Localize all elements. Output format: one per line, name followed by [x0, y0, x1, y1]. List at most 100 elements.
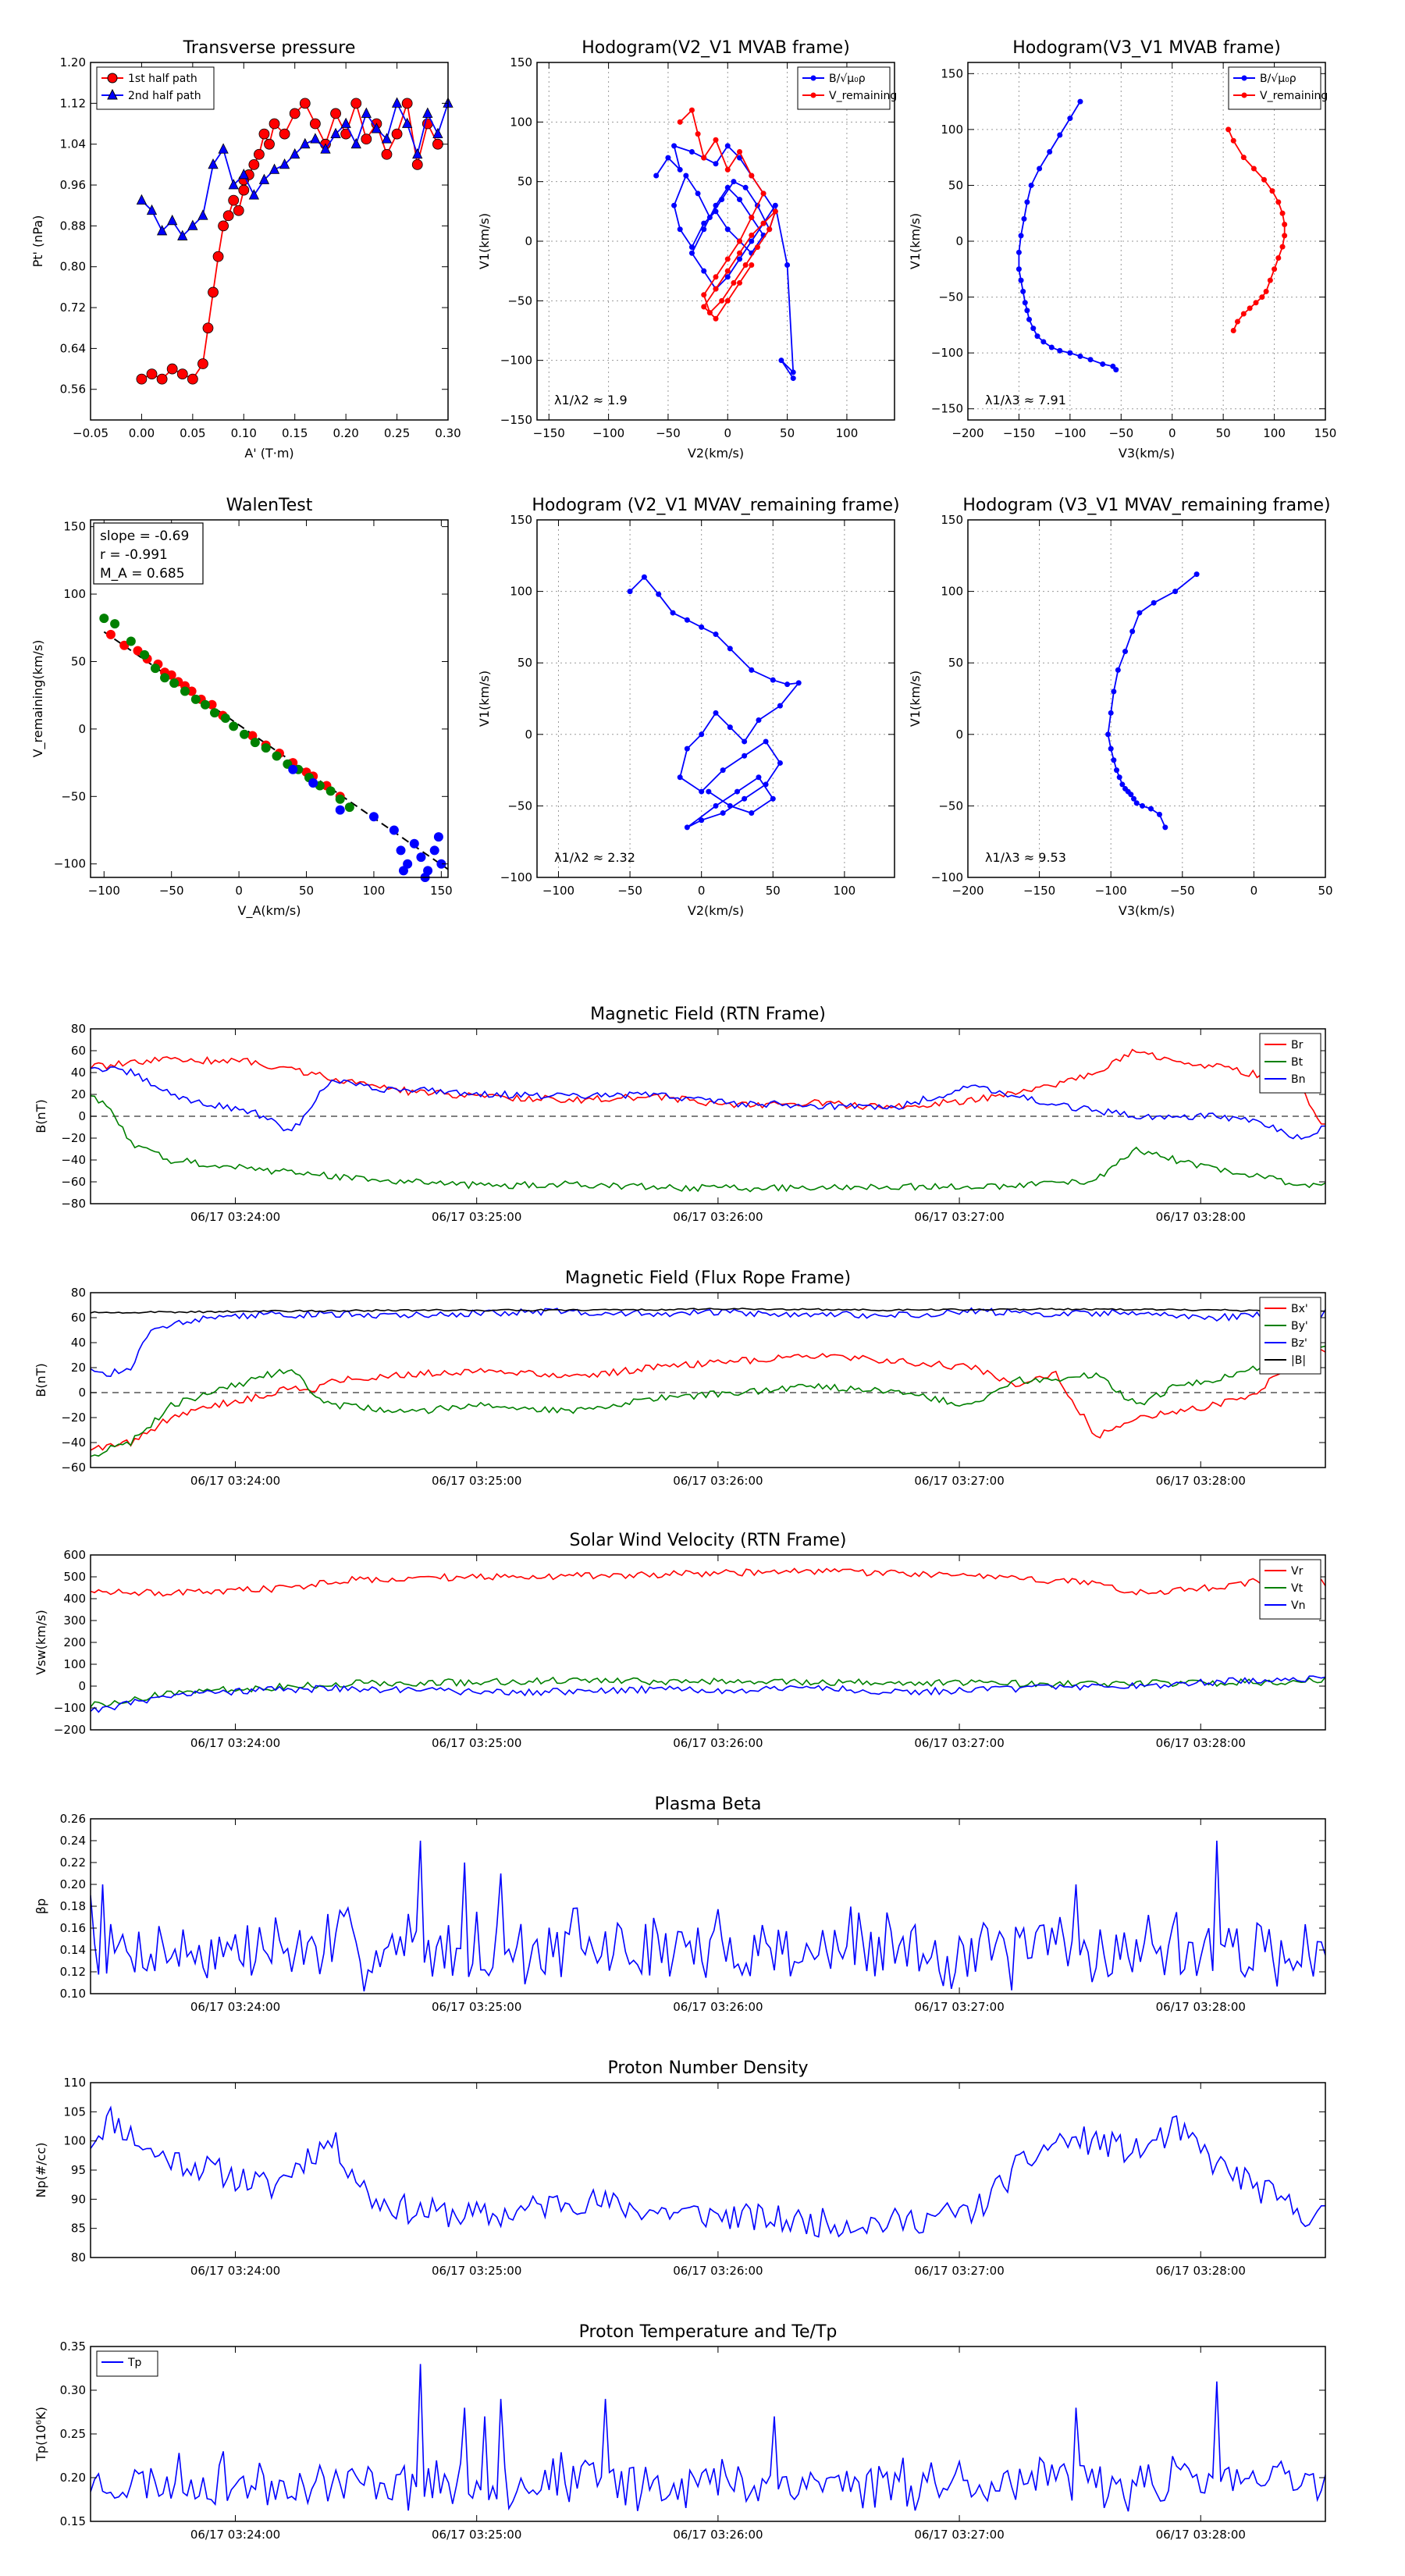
data-point [727, 646, 733, 652]
y-tick-label: 100 [63, 1657, 86, 1671]
data-point [1156, 811, 1162, 817]
data-point [677, 226, 683, 233]
data-point [208, 158, 219, 169]
data-point [713, 710, 719, 716]
y-tick-label: −50 [938, 290, 963, 304]
data-point [777, 703, 783, 709]
x-tick-label: 0.25 [384, 426, 410, 440]
series-line-by [91, 1345, 1325, 1457]
x-tick-label: 0.20 [333, 426, 358, 440]
data-point [330, 108, 341, 119]
legend-label: 2nd half path [128, 90, 201, 102]
data-point [136, 373, 148, 385]
y-tick-label: 0.25 [60, 2427, 86, 2441]
y-tick-label: −100 [500, 354, 532, 368]
legend-label: Bn [1291, 1073, 1305, 1086]
y-tick-label: 0 [78, 1679, 86, 1693]
data-point [187, 686, 197, 696]
data-point [1037, 165, 1043, 172]
y-tick-label: 0.15 [60, 2514, 86, 2528]
data-point [335, 805, 345, 815]
data-point [756, 774, 762, 781]
x-tick-label: 06/17 03:25:00 [432, 1736, 521, 1750]
chart-title: Hodogram (V2_V1 MVAV_remaining frame) [532, 496, 899, 515]
series-line-bx [91, 1349, 1325, 1451]
data-point [1279, 244, 1286, 250]
x-tick-label: −100 [1095, 884, 1127, 898]
legend-box [1259, 1297, 1321, 1375]
x-tick-label: 0 [235, 884, 243, 898]
x-axis-label: V2(km/s) [688, 446, 744, 461]
series-line-bz [91, 1307, 1325, 1378]
data-point [1172, 589, 1179, 595]
y-tick-label: 0.26 [60, 1812, 86, 1826]
chart-title: Transverse pressure [183, 38, 356, 58]
legend-label: V_remaining [829, 90, 897, 102]
panel-magnetic-field-rtn: 06/17 03:24:00 06/17 03:25:00 06/17 03:26:… [34, 1005, 1326, 1224]
x-tick-label: −50 [617, 884, 642, 898]
x-tick-label: 06/17 03:25:00 [432, 2000, 521, 2014]
data-point [720, 810, 726, 817]
x-tick-label: 0.30 [435, 426, 461, 440]
data-point [1108, 745, 1114, 752]
y-tick-label: 200 [63, 1635, 86, 1649]
data-point [1129, 628, 1136, 635]
data-point [272, 751, 282, 761]
y-tick-label: 0.14 [60, 1943, 86, 1957]
x-tick-label: 06/17 03:25:00 [432, 1210, 521, 1224]
series-line-bt [91, 1095, 1325, 1193]
data-point [1113, 367, 1119, 373]
chart-title: WalenTest [226, 496, 313, 515]
data-point [1016, 249, 1022, 255]
panel-transverse-pressure: −0.05 0.00 0.05 0.10 0.15 0.20 0.25 0.30 0.56 0.6… [30, 38, 461, 461]
data-point [653, 173, 660, 179]
chart-title: Solar Wind Velocity (RTN Frame) [570, 1531, 847, 1550]
y-tick-label: 110 [63, 2076, 86, 2090]
data-point [1282, 233, 1288, 239]
panel-magnetic-field-flux-rope: 06/17 03:24:00 06/17 03:25:00 06/17 03:26:… [34, 1268, 1326, 1488]
data-point [684, 617, 690, 623]
legend-box [1228, 66, 1321, 110]
data-point [1240, 311, 1247, 317]
data-point [677, 774, 683, 781]
series-line-bn [91, 1066, 1325, 1140]
x-tick-label: 06/17 03:26:00 [673, 2264, 763, 2278]
data-point [200, 699, 210, 710]
data-point [784, 681, 791, 688]
data-point [300, 137, 311, 149]
data-point [218, 143, 229, 154]
data-point [1230, 137, 1236, 144]
data-point [1140, 802, 1146, 809]
y-tick-label: 100 [63, 2134, 86, 2148]
data-point [105, 629, 116, 639]
data-point [1116, 774, 1122, 781]
y-tick-label: 0.18 [60, 1899, 86, 1913]
plot-frame [90, 2346, 1326, 2522]
x-tick-label: 50 [780, 426, 795, 440]
y-tick-label: 0.88 [60, 219, 86, 233]
data-point [248, 158, 260, 170]
data-point [350, 137, 361, 149]
data-point [381, 148, 393, 160]
panel-hodogram-v3-v1-mvab: −200 −150 −100 −50 0 50 100 150 −150 −100 −50 0 50 10… [908, 38, 1336, 461]
data-point [207, 699, 217, 710]
data-point [1048, 344, 1055, 350]
data-point [790, 375, 796, 382]
data-point [146, 204, 158, 215]
panel-hodogram-v2-v1-mvab: −150 −100 −50 0 50 100 −150 −100 −50 0 50 100 150 Hod… [477, 38, 897, 461]
data-point [1133, 800, 1140, 806]
legend-marker [810, 92, 816, 98]
data-point [742, 738, 748, 745]
series-line-vn [91, 1675, 1325, 1713]
plot-frame [536, 519, 895, 878]
stats-line: M_A = 0.685 [100, 566, 185, 582]
data-point [429, 845, 439, 856]
data-point [1024, 199, 1030, 205]
data-point [208, 286, 219, 298]
data-point [411, 158, 423, 170]
data-point [742, 795, 748, 802]
data-point [731, 279, 737, 286]
y-tick-label: 95 [71, 2163, 86, 2177]
series-line-vremaining [629, 575, 801, 828]
y-tick-label: 0.12 [60, 1965, 86, 1979]
